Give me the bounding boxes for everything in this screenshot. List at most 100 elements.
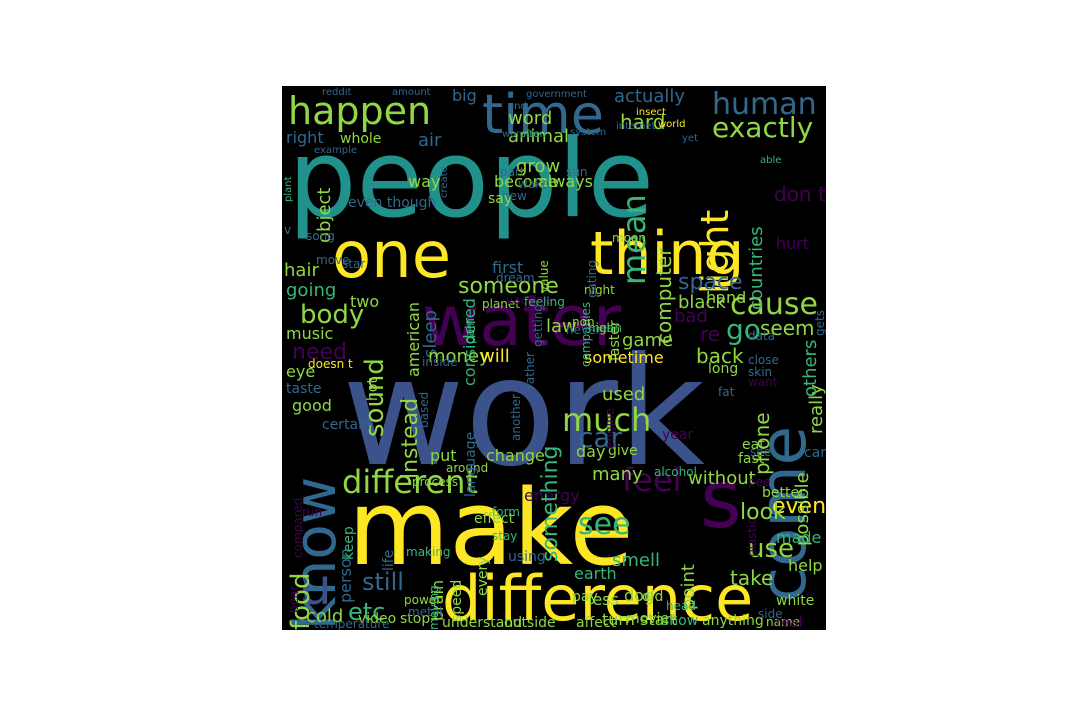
word-see: see <box>578 507 631 542</box>
word-without: without <box>688 468 756 489</box>
word-one: one <box>332 219 452 293</box>
word-head: head <box>666 599 696 613</box>
word-body: body <box>300 300 365 330</box>
word-others: others <box>800 339 821 397</box>
word-metal: metal <box>408 605 443 619</box>
word-happen: happen <box>288 89 432 133</box>
word-end: end <box>508 101 527 112</box>
word-two: two <box>350 292 380 311</box>
word-night: night <box>584 283 615 297</box>
word-air: air <box>418 130 442 151</box>
word-hair: hair <box>284 260 319 281</box>
word-song: song <box>306 229 335 243</box>
word-bad: bad <box>674 306 708 327</box>
word-way: way <box>408 172 441 191</box>
word-time: time <box>482 86 605 146</box>
word-hard: hard <box>620 110 666 134</box>
word-hand: hand <box>706 288 747 307</box>
word-start: start <box>640 610 678 629</box>
word-etc: etc <box>348 598 386 626</box>
word-real: real <box>776 615 803 630</box>
word-affect: affect <box>576 615 617 630</box>
word-less: less <box>588 590 619 609</box>
word-star: star <box>342 257 366 271</box>
word-language: language <box>463 431 479 497</box>
word-want: want <box>748 375 778 389</box>
word-side: side <box>758 607 783 621</box>
word-energy: energy <box>524 486 580 505</box>
word-even: even <box>772 494 826 519</box>
word-cold: cold <box>306 606 344 627</box>
word-hurt: hurt <box>776 234 810 253</box>
word-help: help <box>788 556 823 575</box>
word-money: money <box>428 346 490 367</box>
word-stay: stay <box>492 529 518 543</box>
word-whole: whole <box>340 131 382 147</box>
word-actually: actually <box>614 86 686 107</box>
word-create: create <box>439 166 450 198</box>
word-outside: outside <box>504 615 556 630</box>
word-white: white <box>776 593 815 609</box>
word-part: part <box>500 165 525 179</box>
word-close: close <box>748 353 779 367</box>
word-animal: animal <box>508 126 570 147</box>
word-doesn-t: doesn t <box>308 357 353 371</box>
word-fast: fast <box>738 451 765 467</box>
word-still: still <box>362 568 404 596</box>
word-american: american <box>404 302 423 377</box>
word-car: car <box>578 421 623 454</box>
word-say: say <box>488 191 513 207</box>
word-value: value <box>537 260 551 293</box>
word-able: able <box>760 155 782 166</box>
word-getting: getting <box>531 304 545 347</box>
word-always: always <box>538 172 593 191</box>
word-game: game <box>622 330 674 351</box>
word-women: women <box>502 129 539 140</box>
word-big: big <box>452 86 477 105</box>
word-world: world <box>658 119 686 130</box>
word-stop: stop <box>400 611 431 627</box>
word-fat: fat <box>718 385 735 399</box>
word-much: much <box>562 401 652 439</box>
word-different: different <box>342 463 478 501</box>
word-pain: pain <box>463 318 477 344</box>
word-first: first <box>492 258 524 277</box>
word-alcohol: alcohol <box>654 465 697 479</box>
word-turn: turn <box>602 610 635 629</box>
word-dog: dog <box>624 586 655 605</box>
word-right: right <box>286 128 324 147</box>
word-become: become <box>494 172 559 191</box>
word-old: old <box>642 589 664 605</box>
word-cause: cause <box>730 287 818 322</box>
word-sun: sun <box>566 165 588 179</box>
word-countries: countries <box>746 226 767 310</box>
word-system: system <box>570 127 607 138</box>
word-black: black <box>678 292 726 313</box>
word-plant: plant <box>283 176 294 202</box>
word-make: make <box>348 467 634 589</box>
word-moon: moon <box>612 231 646 245</box>
word-bear: bear <box>287 585 301 613</box>
word-even-though: even though <box>348 195 437 211</box>
word-many: many <box>592 464 643 485</box>
word-hot: hot <box>365 378 381 401</box>
word-pee: pee <box>748 475 771 489</box>
word-life: life <box>381 549 397 571</box>
word-cloud: people work make water one thing time happen dif… <box>282 86 826 630</box>
word-certain: certain <box>322 417 371 433</box>
word-pay: pay <box>572 589 598 605</box>
word-grow: grow <box>516 156 561 177</box>
word-good: good <box>292 396 332 415</box>
word-mean: mean <box>588 321 623 335</box>
word-change: change <box>486 446 545 465</box>
word-never: never <box>566 323 601 337</box>
word-government: government <box>526 89 587 100</box>
word-seem: seem <box>760 316 815 340</box>
word-movie: movie <box>626 611 669 627</box>
word-engine: engine <box>603 408 617 449</box>
word-go: go <box>726 313 761 346</box>
word-move: move <box>316 253 350 267</box>
word-put: put <box>430 446 457 465</box>
word-eat: eat <box>742 437 765 453</box>
word-effect: effect <box>474 511 515 527</box>
